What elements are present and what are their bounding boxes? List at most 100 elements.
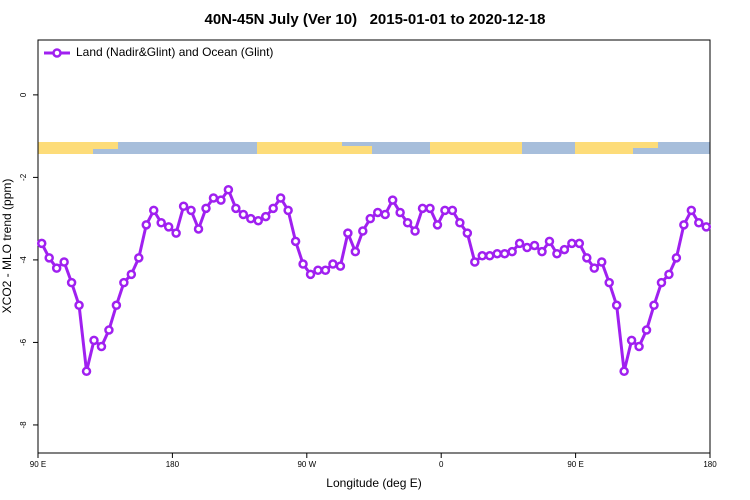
land-ocean-strip — [38, 142, 710, 154]
x-tick-label: 90 E — [30, 460, 46, 469]
data-point — [529, 240, 540, 251]
data-point — [171, 228, 181, 238]
data-point — [104, 325, 114, 335]
data-point — [141, 220, 152, 230]
data-point — [552, 248, 562, 259]
data-point — [492, 248, 502, 259]
data-point — [582, 253, 592, 263]
legend-label: Land (Nadir&Glint) and Ocean (Glint) — [76, 45, 273, 59]
data-point — [350, 246, 361, 257]
data-point — [447, 205, 458, 216]
data-point — [343, 228, 353, 238]
x-tick-label: 180 — [703, 460, 717, 469]
data-point — [148, 205, 159, 216]
data-point — [425, 203, 435, 214]
data-point — [462, 228, 473, 238]
data-point — [186, 205, 196, 216]
chart-title: 40N-45N July (Ver 10) 2015-01-01 to 2020… — [204, 11, 545, 28]
data-point — [268, 203, 278, 214]
data-point — [574, 238, 585, 249]
data-point — [216, 195, 226, 205]
data-point — [410, 226, 420, 236]
y-tick-label: -8 — [19, 421, 28, 429]
data-point — [477, 251, 488, 261]
data-point — [604, 277, 614, 288]
data-point — [201, 203, 211, 214]
data-point — [290, 236, 301, 247]
data-point — [387, 195, 398, 205]
data-point — [455, 218, 465, 228]
data-point — [507, 246, 517, 257]
data-point — [626, 335, 637, 346]
data-point — [619, 366, 629, 377]
data-point — [567, 238, 577, 249]
data-point — [694, 218, 704, 228]
data-point — [611, 300, 622, 311]
x-tick-label: 90 W — [297, 460, 316, 469]
data-point — [111, 300, 122, 311]
data-point — [679, 220, 689, 230]
data-point — [238, 209, 249, 220]
data-point — [641, 325, 652, 335]
data-point — [328, 259, 338, 269]
data-point — [589, 263, 600, 273]
data-point — [89, 335, 99, 346]
data-point — [208, 193, 219, 203]
data-point — [484, 251, 495, 261]
data-point — [126, 269, 137, 280]
data-point — [544, 236, 555, 247]
data-point — [305, 269, 316, 280]
data-point — [671, 253, 682, 263]
data-point — [537, 246, 547, 257]
y-tick-label: -2 — [19, 173, 28, 181]
data-point — [51, 263, 62, 273]
data-point — [395, 207, 405, 218]
data-point — [432, 220, 443, 230]
legend-marker — [52, 48, 62, 58]
data-point — [522, 242, 532, 253]
data-point — [59, 257, 69, 267]
data-point — [298, 259, 308, 269]
data-point — [231, 203, 241, 214]
y-axis-label: XCO2 - MLO trend (ppm) — [0, 179, 14, 314]
data-point — [514, 238, 525, 249]
data-point — [365, 213, 376, 224]
data-point — [96, 341, 107, 352]
data-point — [163, 222, 174, 232]
y-tick-label: -6 — [19, 338, 28, 346]
data-point — [358, 226, 368, 236]
data-point — [417, 203, 428, 214]
y-tick-label: -4 — [19, 256, 28, 264]
data-point — [335, 261, 346, 271]
data-point — [380, 209, 390, 220]
data-point — [275, 193, 286, 203]
data-point — [499, 248, 510, 259]
data-point — [470, 257, 480, 267]
data-point — [74, 300, 84, 311]
data-point — [664, 269, 674, 280]
data-point — [44, 253, 54, 263]
y-tick-label: 0 — [19, 92, 28, 97]
x-tick-label: 90 E — [567, 460, 583, 469]
data-point — [253, 215, 264, 226]
data-point — [402, 218, 413, 228]
data-point — [649, 300, 659, 311]
data-point — [193, 224, 204, 234]
x-axis-label: Longitude (deg E) — [326, 476, 421, 490]
data-point — [559, 244, 570, 255]
data-point — [81, 366, 92, 377]
data-point — [156, 218, 166, 228]
data-point — [686, 205, 697, 216]
data-point — [119, 277, 129, 288]
data-point — [223, 185, 234, 195]
data-point — [246, 213, 256, 224]
data-point — [283, 205, 293, 216]
data-point — [36, 238, 47, 249]
plot-frame — [37, 39, 711, 454]
data-point — [178, 201, 189, 212]
data-point — [134, 253, 144, 263]
data-point — [66, 277, 77, 288]
x-tick-label: 180 — [166, 460, 180, 469]
data-point — [596, 257, 607, 267]
